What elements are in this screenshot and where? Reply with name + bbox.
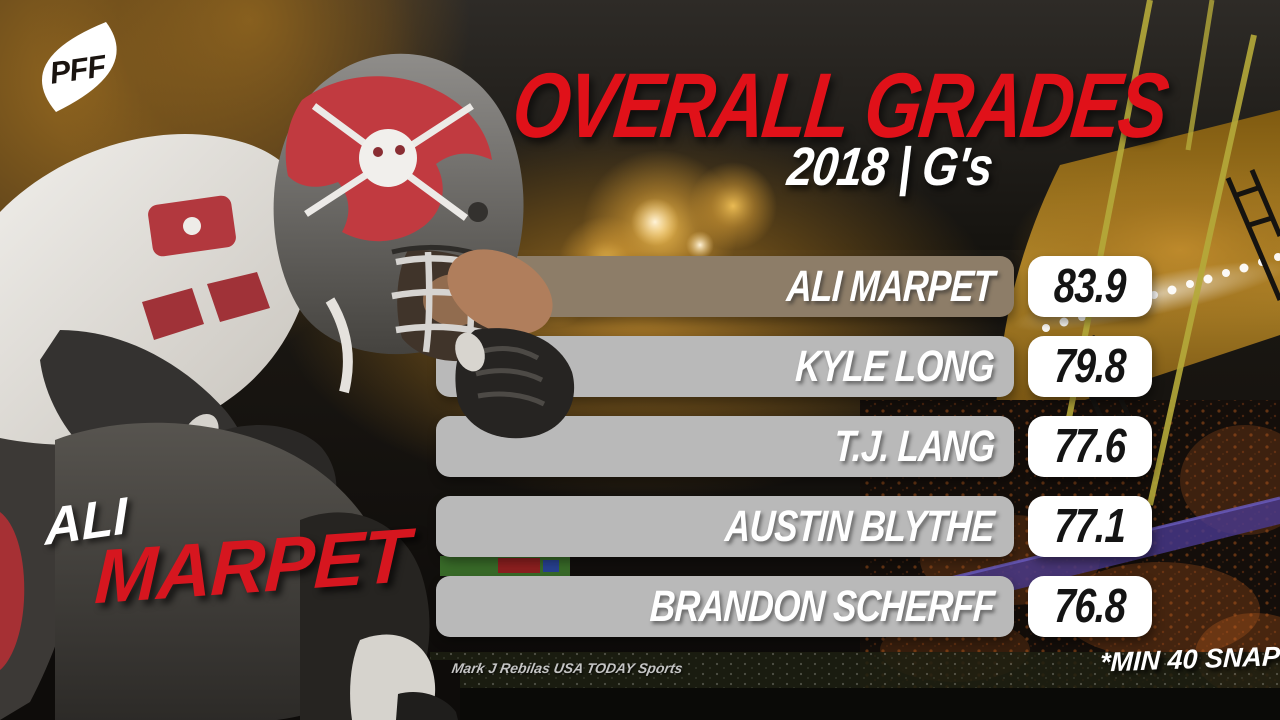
grade-bar: KYLE LONG [436, 336, 1014, 397]
player-name: KYLE LONG [794, 341, 996, 391]
photo-credit: Mark J Rebilas USA TODAY Sports [450, 660, 684, 676]
player-name: BRANDON SCHERFF [648, 581, 996, 631]
grade-value-box: 83.9 [1028, 256, 1152, 317]
grade-row: AUSTIN BLYTHE 77.1 [436, 496, 1280, 557]
grade-row: ALI MARPET 83.9 [436, 256, 1280, 317]
grade-value: 83.9 [1053, 259, 1127, 313]
grade-value: 77.1 [1053, 499, 1127, 553]
grade-value-box: 77.1 [1028, 496, 1152, 557]
pff-logo-text: PFF [47, 48, 109, 91]
grade-value: 76.8 [1053, 579, 1127, 633]
player-name: T.J. LANG [832, 421, 996, 471]
player-name: AUSTIN BLYTHE [724, 501, 996, 551]
grade-bar: AUSTIN BLYTHE [436, 496, 1014, 557]
player-name: ALI MARPET [785, 261, 996, 311]
grade-value: 79.8 [1053, 339, 1127, 393]
grade-bar-highlight: ALI MARPET [436, 256, 1014, 317]
grade-value-box: 77.6 [1028, 416, 1152, 477]
featured-player-last-name: MARPET [93, 513, 411, 621]
grade-bar: T.J. LANG [436, 416, 1014, 477]
grade-row: KYLE LONG 79.8 [436, 336, 1280, 397]
grade-value-box: 79.8 [1028, 336, 1152, 397]
page-subtitle: 2018 | G's [784, 137, 996, 197]
qualifier-note: *MIN 40 SNAPS [1099, 640, 1280, 678]
grade-row: BRANDON SCHERFF 76.8 [436, 576, 1280, 637]
grade-row: T.J. LANG 77.6 [436, 416, 1280, 477]
grade-value-box: 76.8 [1028, 576, 1152, 637]
grade-value: 77.6 [1053, 419, 1127, 473]
pff-logo: PFF [41, 22, 117, 112]
grade-bar: BRANDON SCHERFF [436, 576, 1014, 637]
